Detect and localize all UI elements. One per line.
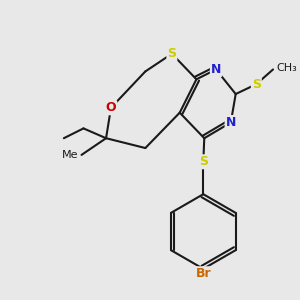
Text: N: N <box>226 116 236 129</box>
Text: S: S <box>252 78 261 91</box>
Text: S: S <box>199 155 208 168</box>
Text: CH₃: CH₃ <box>276 64 297 74</box>
Text: O: O <box>106 101 116 114</box>
Text: Br: Br <box>196 267 211 280</box>
Text: Me: Me <box>62 150 79 160</box>
Text: S: S <box>167 47 176 60</box>
Text: N: N <box>211 63 221 76</box>
